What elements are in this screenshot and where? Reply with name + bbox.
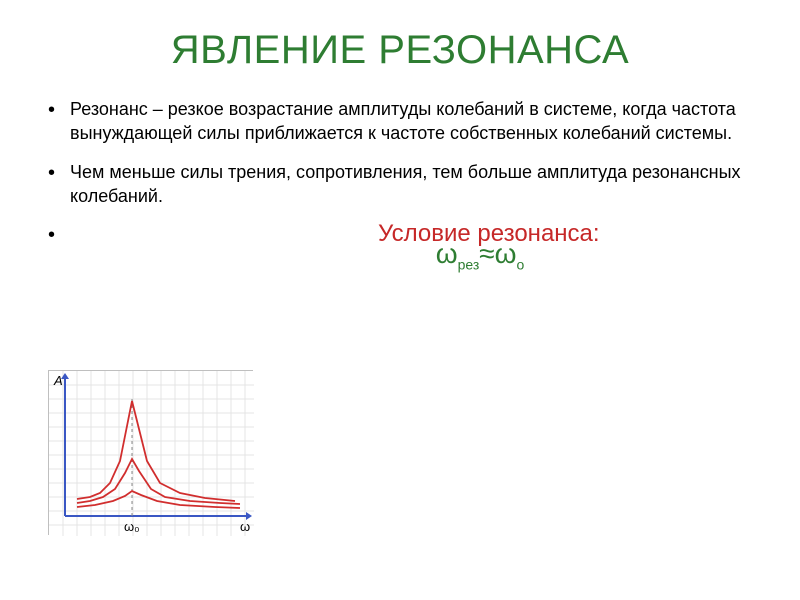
chart-svg: Aω ω₀	[49, 371, 254, 536]
bullet-item: Резонанс – резкое возрастание амплитуды …	[48, 97, 752, 146]
condition-label: Условие резонанса:	[378, 218, 600, 250]
svg-text:ω: ω	[240, 519, 250, 534]
svg-text:ω₀: ω₀	[124, 519, 140, 534]
resonance-chart: Aω ω₀	[48, 370, 253, 535]
page-title: ЯВЛЕНИЕ РЕЗОНАНСА	[0, 0, 800, 97]
bullet-item: Чем меньше силы трения, сопротивления, т…	[48, 160, 752, 209]
content-area: Резонанс – резкое возрастание амплитуды …	[0, 97, 800, 273]
svg-text:A: A	[53, 373, 63, 388]
bullet-list: Резонанс – резкое возрастание амплитуды …	[48, 97, 752, 208]
